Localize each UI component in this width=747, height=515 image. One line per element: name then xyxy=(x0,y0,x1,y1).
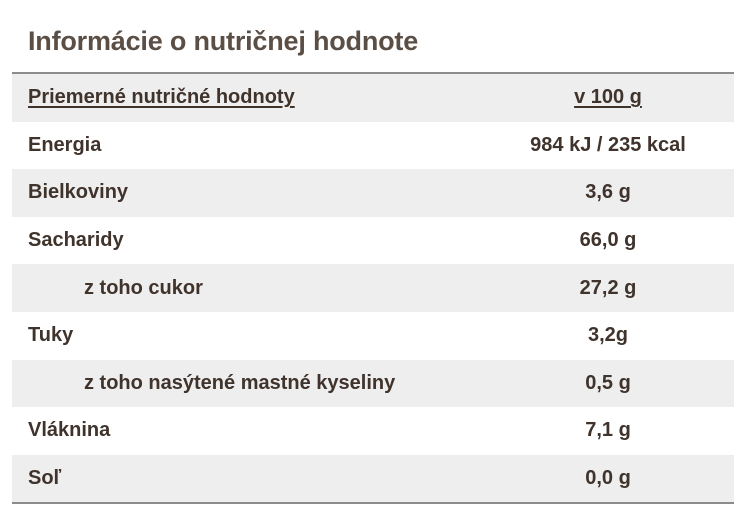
row-label: Tuky xyxy=(28,324,74,347)
header-value: v 100 g xyxy=(574,86,642,109)
row-value: 0,0 g xyxy=(585,467,631,490)
row-label: Energia xyxy=(28,133,102,156)
row-value: 3,2g xyxy=(587,324,629,347)
table-row-vlaknina: Vláknina 7,1 g xyxy=(12,407,734,455)
table-row-sacharidy: Sacharidy 66,0 g xyxy=(12,217,734,265)
row-value: 0,5 g xyxy=(585,371,631,394)
table-row-bielkoviny: Bielkoviny 3,6 g xyxy=(12,169,734,217)
row-label: z toho nasýtené mastné kyseliny xyxy=(84,371,396,394)
row-label: z toho cukor xyxy=(84,276,203,299)
table-row-cukor: z toho cukor 27,2 g xyxy=(12,264,734,312)
table-header-row: Priemerné nutričné hodnoty v 100 g xyxy=(12,74,734,122)
row-value: 7,1 g xyxy=(585,419,631,442)
row-label: Vláknina xyxy=(28,419,111,442)
row-label: Soľ xyxy=(28,467,62,490)
row-label: Bielkoviny xyxy=(28,181,129,204)
row-value: 3,6 g xyxy=(585,181,631,204)
row-value: 984 kJ / 235 kcal xyxy=(530,133,686,156)
nutrition-table: Priemerné nutričné hodnoty v 100 g Energ… xyxy=(12,72,734,505)
header-label: Priemerné nutričné hodnoty xyxy=(28,86,295,109)
row-label: Sacharidy xyxy=(28,229,124,252)
row-value: 27,2 g xyxy=(579,276,637,299)
table-row-nasytene: z toho nasýtené mastné kyseliny 0,5 g xyxy=(12,359,734,408)
table-row-energia: Energia 984 kJ / 235 kcal xyxy=(12,122,734,170)
row-value: 66,0 g xyxy=(579,229,637,252)
table-row-sol: Soľ 0,0 g xyxy=(12,454,734,503)
page-title: Informácie o nutričnej hodnote xyxy=(28,26,419,56)
table-row-tuky: Tuky 3,2g xyxy=(12,312,734,360)
